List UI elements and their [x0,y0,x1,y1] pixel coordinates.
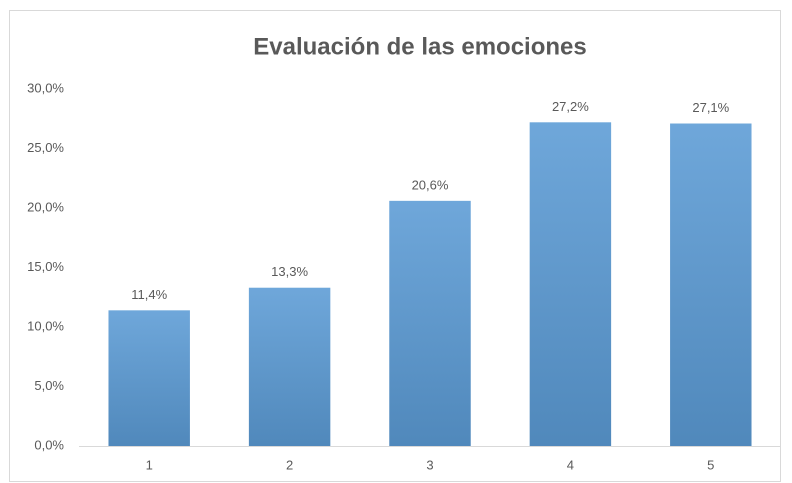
data-label: 13,3% [271,264,308,279]
bar-shade [108,310,190,446]
bar-shade [248,287,331,446]
data-label: 20,6% [412,177,449,192]
x-tick-label: 5 [707,457,714,472]
y-tick-label: 25,0% [27,140,64,155]
bar-shade [670,123,752,446]
data-label: 11,4% [131,287,167,302]
x-tick-label: 1 [146,457,153,472]
y-tick-label: 0,0% [34,437,64,452]
data-label: 27,1% [692,100,729,115]
x-tick-label: 2 [286,457,293,472]
y-tick-label: 10,0% [27,318,64,333]
data-label: 27,2% [552,99,589,114]
bar-shade [389,200,471,446]
y-tick-label: 15,0% [27,259,64,274]
bar-shade [529,122,612,446]
chart-title: Evaluación de las emociones [253,33,586,60]
y-tick-label: 5,0% [34,378,64,393]
x-tick-label: 4 [567,457,574,472]
y-tick-label: 20,0% [27,199,64,214]
y-tick-label: 30,0% [27,80,64,95]
x-tick-label: 3 [426,457,433,472]
